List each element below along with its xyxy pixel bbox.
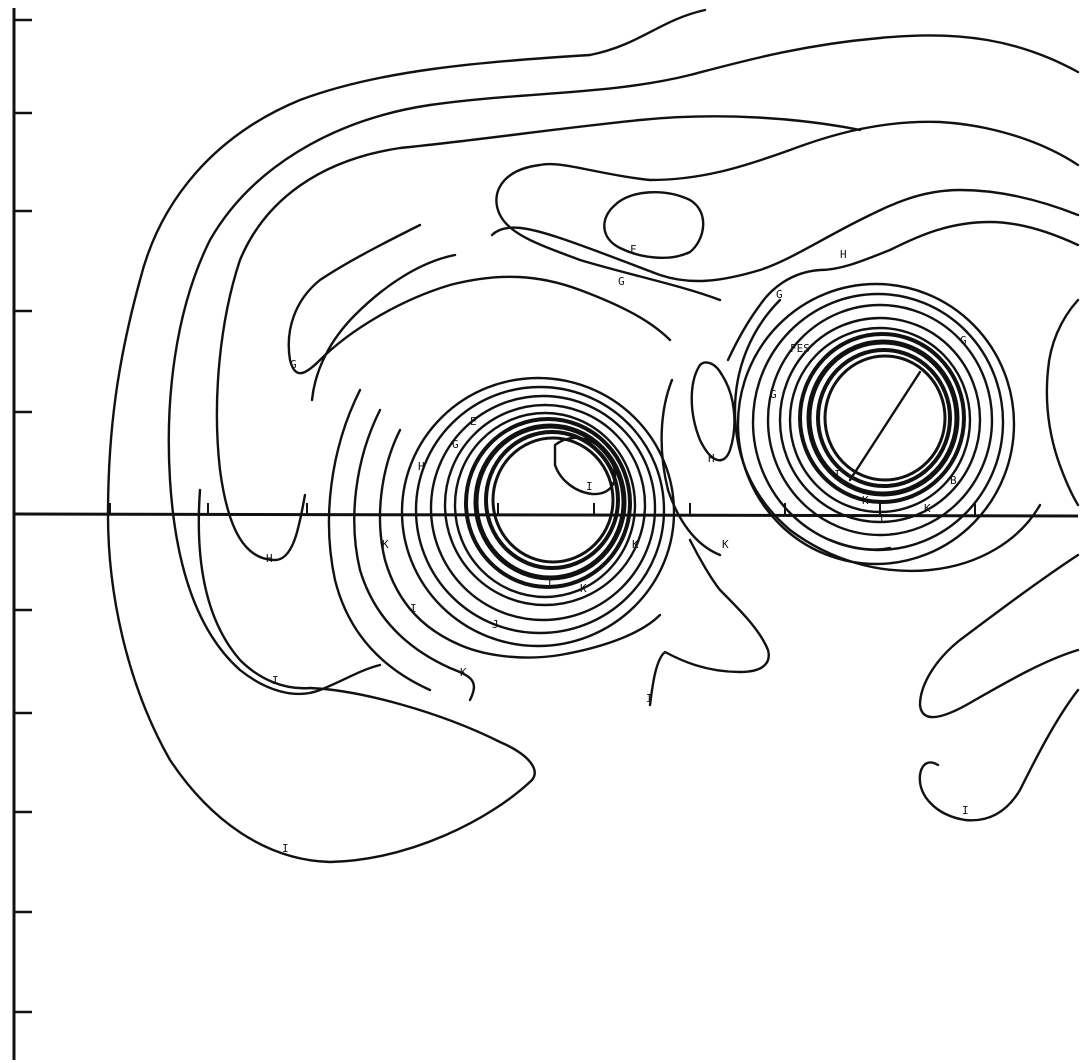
- contour-label: K: [460, 666, 467, 679]
- contour-label: G: [452, 438, 459, 451]
- contour-label: H: [266, 552, 273, 565]
- contour-saddle-3: [287, 223, 672, 375]
- right-edge-contour: [1045, 298, 1080, 507]
- contour-saddle-4: [310, 253, 457, 402]
- contour-saddle-1: [490, 188, 1080, 283]
- right-ring: [736, 282, 1016, 566]
- contour-label: F: [630, 243, 637, 256]
- right-ring-extension: [733, 298, 1042, 573]
- lower-left-contour: [197, 488, 312, 690]
- contour-label: G: [770, 388, 777, 401]
- contour-labels: I H I G F G K I G H K I L K J K I E H K …: [266, 243, 969, 855]
- contour-label: G: [290, 358, 297, 371]
- axes: [12, 8, 1079, 1060]
- right-ring-extension: [828, 538, 892, 551]
- contour-label: G: [776, 288, 783, 301]
- contour-label: I: [586, 480, 593, 493]
- gap-lower-curve: [648, 538, 770, 707]
- contour-label: J: [492, 618, 499, 631]
- contour-label: L: [880, 512, 887, 525]
- contour-label: I: [962, 804, 969, 817]
- contour-label: H: [708, 452, 715, 465]
- contour-label: G: [960, 334, 967, 347]
- left-inner-lobe: [553, 436, 617, 496]
- right-ring: [778, 316, 982, 524]
- contour-lines: [106, 8, 1080, 864]
- left-ring: [491, 436, 615, 564]
- x-axis-ticks: [109, 503, 976, 516]
- contour-label: L: [548, 576, 555, 589]
- contour-wave-3b: [215, 115, 862, 562]
- left-ring: [484, 430, 620, 570]
- contour-label: H: [418, 460, 425, 473]
- contour-label: I: [834, 468, 841, 481]
- gap-loop: [690, 361, 736, 462]
- contour-outer-2: [167, 34, 1080, 696]
- contour-top-loop: [603, 191, 705, 259]
- right-ring: [806, 339, 960, 497]
- left-ring: [473, 423, 627, 581]
- left-ring: [429, 394, 657, 622]
- contour-label: B: [950, 474, 957, 487]
- contour-wave-3: [495, 120, 1080, 302]
- left-ring: [400, 376, 676, 648]
- x-axis: [13, 512, 1079, 518]
- contour-label: H: [840, 248, 847, 261]
- left-ring: [414, 385, 666, 635]
- right-ring: [766, 303, 994, 537]
- left-ring-extension: [353, 408, 476, 702]
- contour-label: I: [282, 842, 289, 855]
- contour-label: K: [382, 538, 389, 551]
- right-ring: [823, 354, 947, 482]
- gap-curve: [660, 378, 722, 557]
- right-lower-loop: [918, 688, 1080, 822]
- right-ring: [816, 348, 952, 488]
- contour-label: G: [618, 275, 625, 288]
- left-ring: [453, 411, 637, 599]
- right-ring: [788, 326, 972, 514]
- contour-label: FES: [790, 342, 810, 355]
- contour-label: I: [410, 602, 417, 615]
- contour-outer: [106, 8, 707, 864]
- contour-saddle-2: [726, 220, 1080, 362]
- left-cylinder-rings: [327, 376, 676, 702]
- right-cylinder-rings: [733, 282, 1042, 573]
- left-ring: [464, 417, 632, 589]
- right-ring: [798, 332, 966, 504]
- contour-label: E: [470, 415, 477, 428]
- left-ring: [443, 403, 647, 607]
- contour-label: K: [580, 582, 587, 595]
- left-ring-extension: [378, 428, 662, 659]
- contour-label: K: [924, 502, 931, 515]
- left-ring-extension: [327, 388, 432, 692]
- right-inner-diagonal: [848, 370, 922, 482]
- contour-label: K: [862, 494, 869, 507]
- contour-label: K: [722, 538, 729, 551]
- contour-label: I: [646, 692, 653, 705]
- contour-label: K: [632, 538, 639, 551]
- right-lower-tongue: [918, 553, 1080, 719]
- y-axis-ticks: [14, 18, 32, 1014]
- contour-label: I: [272, 674, 279, 687]
